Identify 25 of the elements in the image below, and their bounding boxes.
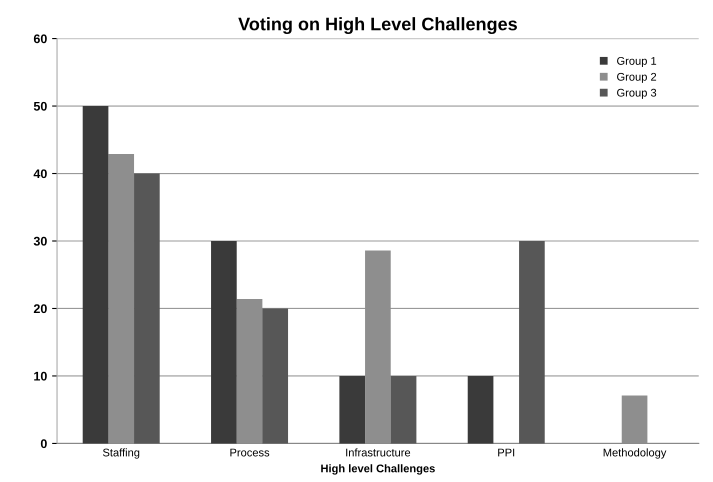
- bar: [519, 241, 545, 444]
- y-tick-label: 0: [40, 439, 47, 448]
- y-tick-label: 10: [34, 372, 47, 381]
- x-tick-label: Infrastructure: [346, 448, 410, 456]
- x-axis-title: High level Challenges: [321, 464, 435, 475]
- bar: [339, 376, 366, 444]
- bar: [82, 106, 108, 444]
- x-tick-label: PPI: [498, 448, 514, 456]
- x-tick-label: Process: [230, 448, 270, 456]
- bar: [262, 308, 288, 444]
- bar: [468, 376, 494, 444]
- bar: [211, 241, 237, 444]
- y-tick-label: 50: [34, 102, 47, 111]
- x-tick-label: Methodology: [604, 448, 666, 459]
- x-tick-label: Staffing: [102, 448, 140, 459]
- legend-label: Group 3: [617, 88, 656, 99]
- y-tick-label: 20: [34, 304, 47, 314]
- bar: [134, 174, 160, 444]
- chart-title: Voting on High Level Challenges: [238, 17, 517, 34]
- y-tick-label: 30: [34, 236, 47, 246]
- y-tick-label: 60: [34, 34, 47, 44]
- y-tick-label: 40: [34, 169, 47, 178]
- bar: [390, 376, 416, 444]
- legend-label: Group 2: [617, 72, 656, 83]
- legend-label: Group 1: [617, 56, 656, 68]
